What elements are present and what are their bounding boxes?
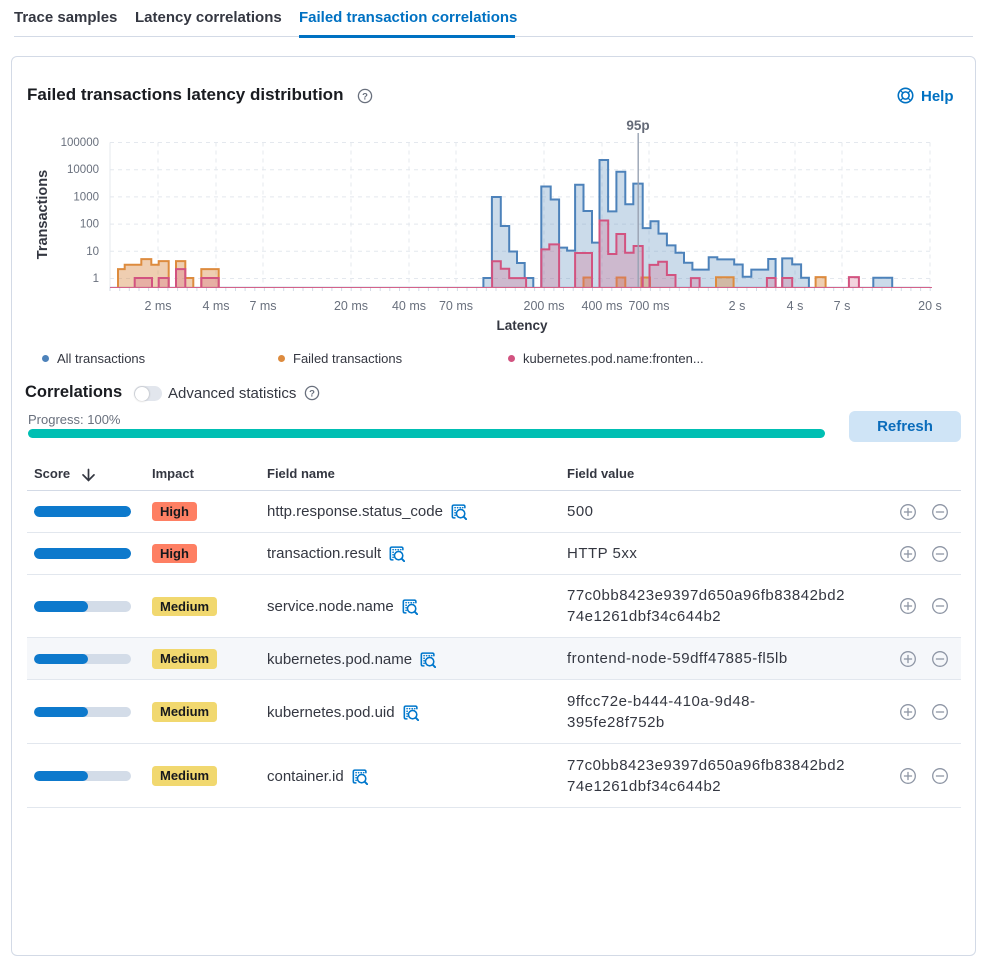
svg-text:70 ms: 70 ms	[439, 299, 473, 313]
svg-text:100: 100	[80, 219, 99, 231]
svg-text:4 ms: 4 ms	[202, 299, 229, 313]
svg-text:20 s: 20 s	[918, 299, 942, 313]
svg-text:?: ?	[362, 91, 368, 102]
svg-text:Latency: Latency	[496, 318, 548, 333]
svg-text:7 ms: 7 ms	[249, 299, 276, 313]
svg-text:2 s: 2 s	[729, 299, 746, 313]
svg-text:2 ms: 2 ms	[144, 299, 171, 313]
svg-text:400 ms: 400 ms	[582, 299, 623, 313]
svg-text:200 ms: 200 ms	[524, 299, 565, 313]
svg-text:7 s: 7 s	[834, 299, 851, 313]
svg-text:700 ms: 700 ms	[629, 299, 670, 313]
svg-text:10000: 10000	[67, 164, 99, 176]
svg-text:40 ms: 40 ms	[392, 299, 426, 313]
svg-text:10: 10	[86, 246, 99, 258]
svg-text:95p: 95p	[626, 118, 649, 133]
svg-text:20 ms: 20 ms	[334, 299, 368, 313]
svg-text:1000: 1000	[73, 191, 99, 203]
svg-text:1: 1	[93, 273, 99, 285]
svg-text:100000: 100000	[61, 137, 99, 149]
svg-text:Transactions: Transactions	[35, 170, 51, 259]
svg-text:4 s: 4 s	[787, 299, 804, 313]
svg-text:?: ?	[309, 388, 315, 399]
